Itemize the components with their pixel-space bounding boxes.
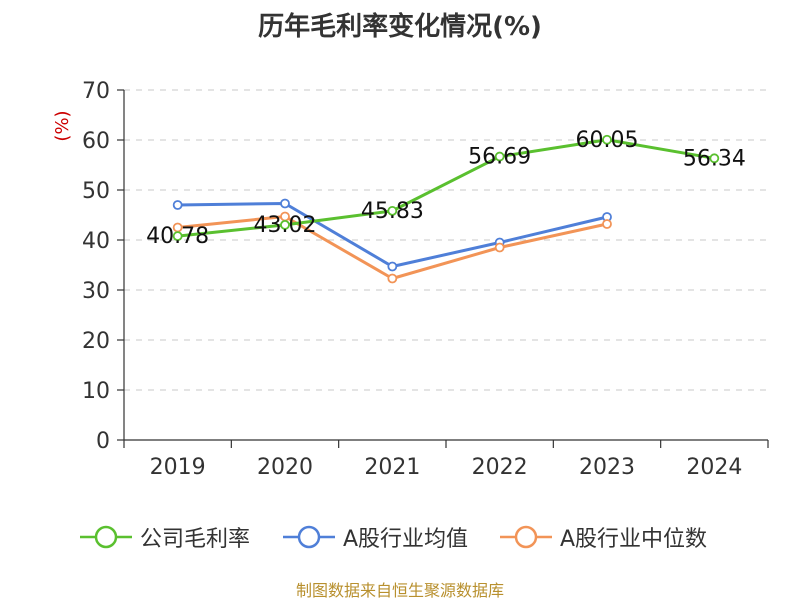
data-label: 60.05 bbox=[576, 128, 639, 153]
legend-item-industry-mean[interactable]: A股行业均值 bbox=[283, 520, 468, 554]
legend-line-icon bbox=[500, 525, 552, 549]
legend-label: 公司毛利率 bbox=[140, 527, 251, 552]
data-point bbox=[280, 198, 290, 209]
legend-item-industry-median[interactable]: A股行业中位数 bbox=[500, 520, 707, 554]
y-tick-label: 40 bbox=[82, 229, 110, 254]
x-tick-label: 2020 bbox=[257, 455, 313, 480]
data-label: 43.02 bbox=[254, 213, 317, 238]
data-point bbox=[387, 205, 398, 216]
data-labels: 40.78 43.02 45.83 56.69 60.05 56.34 bbox=[146, 128, 746, 249]
axes: 0 10 20 30 40 50 60 70 2019 2020 2021 2022 2023 2024 bbox=[82, 79, 769, 480]
data-point bbox=[602, 134, 612, 145]
data-point bbox=[387, 261, 398, 272]
data-label: 40.78 bbox=[146, 224, 209, 249]
series-line bbox=[177, 138, 715, 238]
data-point bbox=[280, 219, 290, 230]
data-point bbox=[494, 151, 505, 162]
data-point bbox=[709, 153, 720, 164]
source-note: 制图数据来自恒生聚源数据库 bbox=[295, 581, 504, 600]
y-axis-unit-label: (%) bbox=[52, 110, 73, 141]
data-label: 56.69 bbox=[468, 145, 531, 170]
legend-line-icon bbox=[80, 525, 132, 549]
y-tick-label: 20 bbox=[82, 329, 110, 354]
x-tick-label: 2023 bbox=[579, 455, 635, 480]
data-point bbox=[172, 231, 183, 242]
y-tick-label: 70 bbox=[82, 79, 110, 104]
x-tick-label: 2022 bbox=[472, 455, 528, 480]
data-point bbox=[602, 219, 612, 229]
x-tick-label: 2019 bbox=[150, 455, 206, 480]
data-label: 45.83 bbox=[361, 199, 424, 224]
x-tick-label: 2024 bbox=[686, 455, 742, 480]
y-tick-label: 30 bbox=[82, 279, 110, 304]
grid-lines bbox=[124, 89, 768, 391]
y-tick-label: 50 bbox=[82, 179, 110, 204]
x-tick-label: 2021 bbox=[364, 455, 420, 480]
y-tick-label: 60 bbox=[82, 129, 110, 154]
data-point bbox=[494, 242, 505, 253]
legend-label: A股行业均值 bbox=[343, 527, 469, 552]
y-tick-label: 10 bbox=[82, 379, 110, 404]
legend-line-icon bbox=[283, 525, 335, 549]
data-point bbox=[172, 200, 183, 210]
data-point bbox=[387, 273, 398, 284]
series-lines bbox=[172, 134, 720, 284]
legend-item-company[interactable]: 公司毛利率 bbox=[80, 520, 250, 554]
y-tick-label: 0 bbox=[96, 429, 110, 454]
data-label: 56.34 bbox=[683, 146, 746, 171]
chart-title: 历年毛利率变化情况(%) bbox=[258, 12, 542, 42]
legend-label: A股行业中位数 bbox=[560, 527, 708, 552]
